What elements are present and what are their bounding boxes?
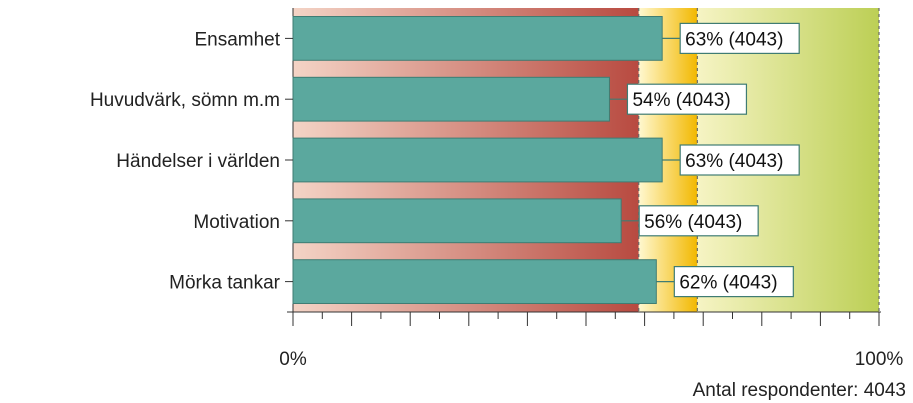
data-label-2: 63% (4043) — [685, 151, 783, 172]
data-label-4: 62% (4043) — [679, 273, 777, 294]
data-label-box-2 — [679, 144, 800, 176]
category-label-1: Huvudvärk, sömn m.m — [90, 90, 280, 111]
data-label-3: 56% (4043) — [644, 212, 742, 233]
category-label-3: Motivation — [193, 212, 280, 233]
category-label-2: Händelser i världen — [116, 151, 280, 172]
data-label-1: 54% (4043) — [632, 90, 730, 111]
x-tick-label-100: 100% — [855, 349, 904, 370]
bar-3 — [292, 198, 622, 244]
data-label-box-4 — [673, 266, 794, 298]
bar-0 — [292, 16, 663, 61]
data-label-box-1 — [626, 83, 748, 115]
category-label-4: Mörka tankar — [169, 273, 281, 294]
x-tick-label-0: 0% — [279, 349, 307, 370]
data-label-0: 63% (4043) — [685, 29, 783, 50]
bar-2 — [292, 137, 663, 183]
data-labels: 63% (4043) 54% (4043) 63% (4043) 56% (4043)… — [609, 22, 800, 298]
data-label-box-0 — [679, 22, 800, 54]
bar-1 — [292, 76, 610, 122]
bars — [292, 16, 663, 304]
data-label-box-3 — [638, 205, 759, 237]
bar-4 — [292, 259, 657, 304]
category-label-0: Ensamhet — [194, 29, 280, 50]
respondent-count: Antal respondenter: 4043 — [693, 380, 906, 401]
category-labels: Ensamhet Huvudvärk, sömn m.m Händelser i v… — [90, 29, 293, 294]
